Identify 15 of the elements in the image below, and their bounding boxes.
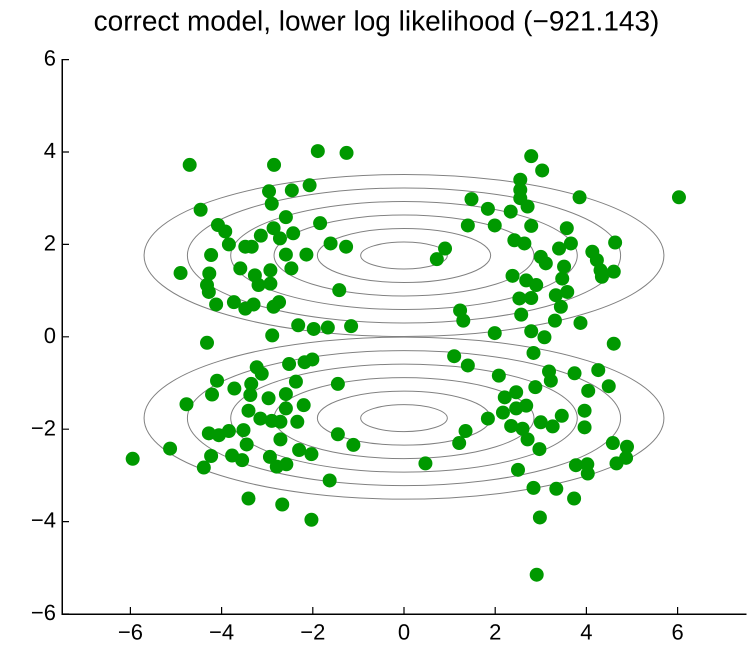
- chart-title: correct model, lower log likelihood (−921.143): [94, 6, 660, 37]
- y-tick-label: 6: [44, 46, 56, 71]
- y-tick-label: 4: [44, 138, 56, 164]
- x-tick-label: 0: [398, 619, 410, 644]
- x-tick-label: 4: [580, 619, 593, 644]
- y-tick-label: 0: [44, 322, 56, 348]
- x-tick-label: 6: [671, 619, 684, 644]
- y-tick-label: −6: [30, 600, 56, 626]
- y-tick-label: −4: [30, 508, 56, 533]
- y-tick-label: 2: [44, 230, 56, 256]
- x-tick-label: −6: [118, 619, 143, 644]
- x-tick-label: −4: [209, 619, 234, 644]
- x-tick-label: −2: [300, 619, 326, 644]
- x-tick-label: 2: [489, 619, 502, 644]
- y-tick-label: −2: [30, 415, 56, 440]
